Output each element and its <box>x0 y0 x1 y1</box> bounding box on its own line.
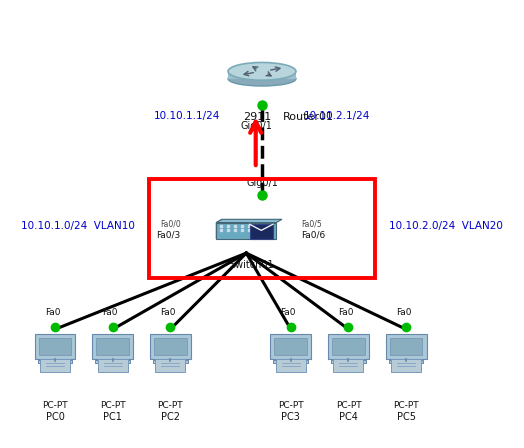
Text: PC5: PC5 <box>397 412 416 422</box>
Bar <box>149 179 375 278</box>
Text: PC3: PC3 <box>281 412 300 422</box>
Text: PC-PT: PC-PT <box>336 401 361 410</box>
Text: Router01: Router01 <box>283 112 334 122</box>
Ellipse shape <box>228 72 296 86</box>
Bar <box>40 359 70 372</box>
Text: Gig0/1: Gig0/1 <box>241 121 272 131</box>
Bar <box>155 359 185 372</box>
Text: PC-PT: PC-PT <box>100 401 125 410</box>
Bar <box>97 359 128 372</box>
Text: Fa0/3: Fa0/3 <box>157 231 181 240</box>
Bar <box>153 361 188 363</box>
Bar <box>95 361 130 363</box>
Text: PC0: PC0 <box>46 412 64 422</box>
Polygon shape <box>216 220 222 239</box>
Bar <box>216 223 276 239</box>
Text: 10.10.1.1/24: 10.10.1.1/24 <box>154 111 220 121</box>
Bar <box>96 338 129 355</box>
FancyBboxPatch shape <box>228 71 296 79</box>
Bar <box>331 361 366 363</box>
Bar <box>249 224 273 239</box>
Bar <box>39 338 71 355</box>
Text: 2911: 2911 <box>243 112 271 122</box>
Text: Fa0/0: Fa0/0 <box>160 220 181 228</box>
Ellipse shape <box>228 62 296 80</box>
Text: PC4: PC4 <box>339 412 358 422</box>
Polygon shape <box>216 220 282 223</box>
Text: Fa0: Fa0 <box>338 308 354 317</box>
Text: Fa0: Fa0 <box>160 308 176 317</box>
Bar <box>332 338 365 355</box>
Bar <box>275 338 307 355</box>
Text: PC-PT: PC-PT <box>42 401 68 410</box>
Text: 10.10.2.1/24: 10.10.2.1/24 <box>304 111 370 121</box>
Text: Switch01: Switch01 <box>229 260 274 270</box>
Text: Fa0: Fa0 <box>102 308 118 317</box>
Bar <box>274 361 308 363</box>
Text: PC-PT: PC-PT <box>278 401 303 410</box>
Bar <box>391 359 421 372</box>
Bar <box>150 334 191 358</box>
Bar <box>154 338 187 355</box>
Bar <box>389 361 423 363</box>
Bar <box>92 334 133 358</box>
Bar <box>333 359 364 372</box>
Text: Fa0/5: Fa0/5 <box>301 220 322 228</box>
Text: Gig0/1: Gig0/1 <box>246 178 278 188</box>
Text: Fa0: Fa0 <box>45 308 60 317</box>
Text: PC-PT: PC-PT <box>158 401 183 410</box>
Text: 10.10.1.0/24  VLAN10: 10.10.1.0/24 VLAN10 <box>21 221 135 231</box>
Bar <box>328 334 369 358</box>
Bar <box>276 359 306 372</box>
Text: PC-PT: PC-PT <box>394 401 419 410</box>
Bar <box>270 334 311 358</box>
Text: PC1: PC1 <box>103 412 122 422</box>
Text: Fa0: Fa0 <box>280 308 296 317</box>
Bar <box>390 338 422 355</box>
Text: PC2: PC2 <box>161 412 180 422</box>
Bar <box>35 334 75 358</box>
Text: Fa0: Fa0 <box>396 308 411 317</box>
Text: 10.10.2.0/24  VLAN20: 10.10.2.0/24 VLAN20 <box>389 221 503 231</box>
Bar <box>38 361 72 363</box>
Text: Fa0/6: Fa0/6 <box>301 231 325 240</box>
Bar <box>386 334 427 358</box>
